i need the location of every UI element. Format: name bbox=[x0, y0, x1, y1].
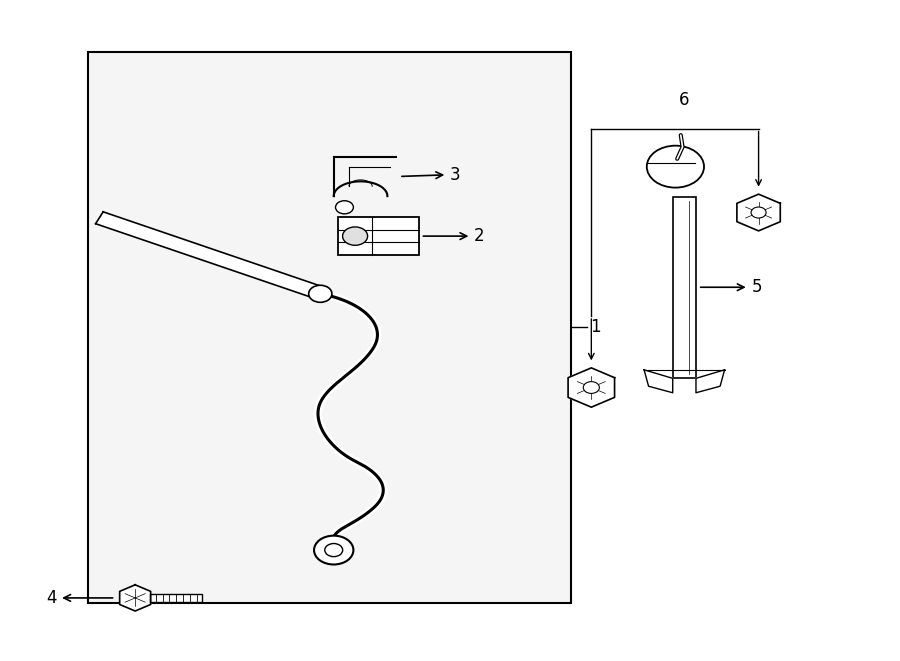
Polygon shape bbox=[568, 368, 615, 407]
Polygon shape bbox=[737, 194, 780, 231]
Circle shape bbox=[752, 207, 766, 218]
Text: 4: 4 bbox=[46, 589, 112, 607]
Circle shape bbox=[343, 227, 367, 245]
Bar bbox=[338, 217, 418, 255]
Bar bbox=[672, 197, 696, 377]
Text: 3: 3 bbox=[401, 165, 461, 184]
Circle shape bbox=[314, 535, 354, 564]
Text: 2: 2 bbox=[423, 227, 485, 245]
Bar bbox=[150, 594, 202, 602]
Polygon shape bbox=[120, 585, 150, 611]
Circle shape bbox=[309, 286, 332, 302]
Polygon shape bbox=[696, 369, 725, 393]
Polygon shape bbox=[644, 369, 672, 393]
Circle shape bbox=[325, 543, 343, 557]
Polygon shape bbox=[95, 212, 324, 299]
Circle shape bbox=[336, 201, 354, 214]
Circle shape bbox=[583, 381, 599, 393]
Circle shape bbox=[647, 145, 704, 188]
Bar bbox=[87, 52, 571, 603]
Text: 5: 5 bbox=[700, 278, 762, 296]
Text: 1: 1 bbox=[590, 317, 601, 336]
Text: 6: 6 bbox=[679, 91, 689, 109]
